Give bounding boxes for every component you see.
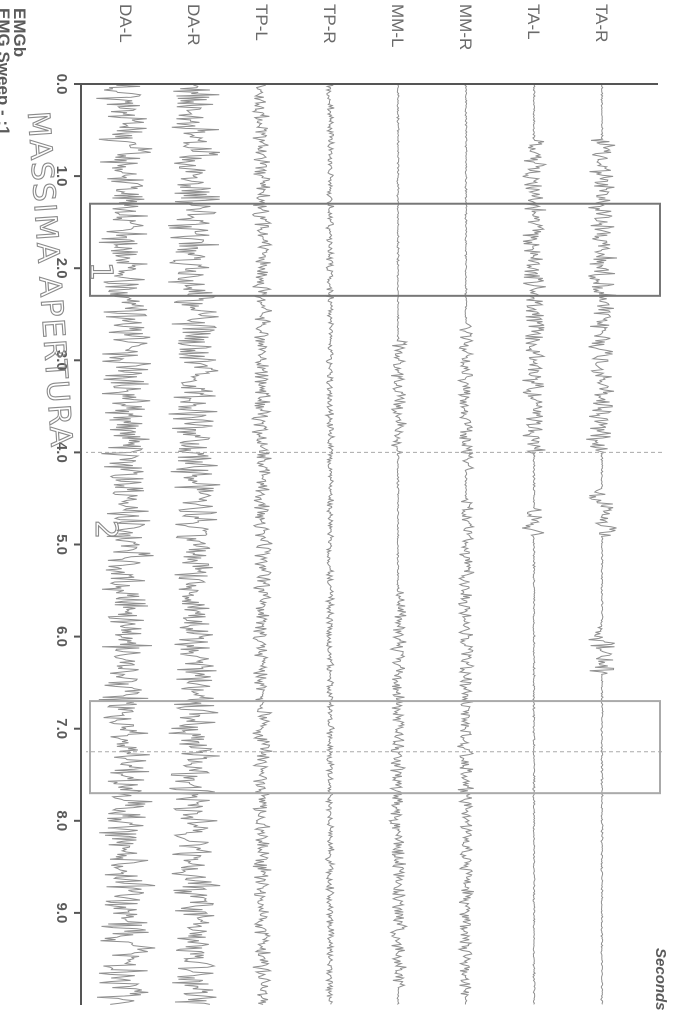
- x-tick-label-5.0: 5.0: [53, 534, 70, 555]
- x-tick-label-4.0: 4.0: [53, 442, 70, 463]
- channel-label-mm-l: MM-L: [388, 4, 407, 47]
- channel-label-ta-l: TA-L: [524, 4, 543, 40]
- header-line2: EMG Sweep - :1: [0, 8, 13, 136]
- trace-tp-l: [250, 83, 273, 1005]
- channel-label-ta-r: TA-R: [592, 4, 611, 42]
- selection-boxes: [86, 202, 662, 795]
- x-tick-label-0.0: 0.0: [53, 74, 70, 95]
- x-tick-label-8.0: 8.0: [53, 810, 70, 831]
- channel-label-da-r: DA-R: [184, 4, 203, 46]
- channel-label-tp-r: TP-R: [320, 4, 339, 44]
- channel-label-mm-r: MM-R: [456, 4, 475, 50]
- trace-da-r: [168, 83, 221, 1005]
- x-axis-title: Seconds: [652, 948, 669, 1011]
- handwritten-annotation: MASSIMA APERTURA: [20, 110, 78, 450]
- channel-labels: TA-R TA-L MM-R MM-L TP-R TP-L DA-R DA-L: [116, 4, 611, 50]
- trace-mm-l: [388, 83, 409, 1005]
- channel-label-da-l: DA-L: [116, 4, 135, 43]
- trace-ta-l: [522, 83, 548, 1005]
- x-tick-label-9.0: 9.0: [53, 902, 70, 923]
- marker-label-2: 2: [88, 520, 123, 541]
- trace-mm-r: [456, 83, 476, 1005]
- channel-label-tp-l: TP-L: [252, 4, 271, 41]
- x-tick-label-3.0: 3.0: [53, 350, 70, 371]
- x-tick-label-7.0: 7.0: [53, 718, 70, 739]
- x-tick-label-2.0: 2.0: [53, 258, 70, 279]
- selection-box-1: [89, 202, 661, 297]
- x-tick-label-6.0: 6.0: [53, 626, 70, 647]
- rotated-plot-group: 0.0 1.0 2.0 3.0 4.0 5.0 6.0 7.0 8.0 9.0 TA-R TA-L M…: [0, 4, 669, 1011]
- time-axis: 0.0 1.0 2.0 3.0 4.0 5.0 6.0 7.0 8.0 9.0: [53, 74, 658, 1005]
- marker-label-1: 1: [83, 262, 118, 283]
- trace-ta-r: [586, 83, 618, 1005]
- x-tick-label-1.0: 1.0: [53, 166, 70, 187]
- trace-da-l: [96, 83, 156, 1005]
- trace-tp-r: [324, 83, 336, 1005]
- selection-box-2: [89, 700, 661, 795]
- emg-traces: [96, 83, 618, 1005]
- header-line1: EMGb: [10, 8, 29, 57]
